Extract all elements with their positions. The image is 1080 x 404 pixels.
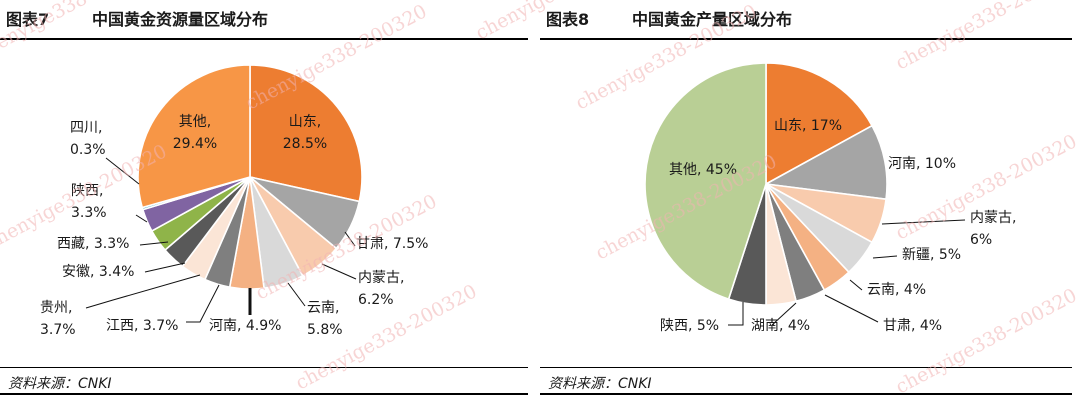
pie-slice-henan [763, 124, 888, 201]
leader-line-gansu [824, 294, 879, 323]
data-label-henan: 河南, 10% [888, 156, 956, 172]
leader-line-tibet [139, 241, 169, 246]
data-label-xinjiang: 新疆, 5% [902, 247, 961, 263]
chart-title: 中国黄金产量区域分布 [632, 10, 793, 29]
source-rule-top [0, 367, 528, 368]
leader-line-xinjiang [872, 255, 898, 259]
leader-line-guizhou [85, 274, 201, 309]
pie-labels: 山东, 17% 河南, 10% 内蒙古, 6% 新疆, 5% 云南, 4% 甘肃, 4% 湖南… [660, 118, 1016, 334]
title-rule [540, 38, 1072, 40]
figure-label: 图表8 [546, 10, 590, 29]
title-rule [0, 38, 528, 40]
pie-slice-shandong [249, 64, 363, 203]
pie-slices [644, 62, 888, 306]
data-label-yunnan: 云南, 4% [867, 282, 926, 298]
data-label-gansu: 甘肃, 7.5% [356, 236, 428, 252]
data-label-other: 其他, 45% [669, 162, 737, 178]
pie-slice-shandong [765, 62, 874, 186]
data-label-jiangxi: 江西, 3.7% [106, 318, 178, 334]
leader-line-inner-mongolia [321, 263, 357, 280]
data-label-inner-mongolia: 内蒙古, 6% [970, 210, 1016, 248]
data-label-shandong: 山东, 17% [774, 118, 842, 134]
leader-line-shaanxi [135, 214, 148, 223]
chart-title: 中国黄金资源量区域分布 [92, 10, 269, 29]
data-label-shaanxi: 陕西, 3.3% [71, 183, 107, 221]
source-rule-top [540, 367, 1072, 368]
leader-line-hunan [771, 302, 797, 326]
data-label-yunnan: 云南, 5.8% [307, 300, 343, 338]
leader-line-jiangxi [186, 284, 220, 323]
leader-line-shaanxi [728, 302, 744, 326]
data-label-gansu: 甘肃, 4% [883, 318, 942, 334]
data-label-other: 其他, 29.4% [173, 114, 217, 152]
data-label-shandong: 山东, 28.5% [283, 114, 327, 152]
figure-label: 图表7 [6, 10, 50, 29]
leader-line-gansu [344, 231, 356, 247]
leader-line-inner-mongolia [881, 219, 966, 225]
pie-slice-other [644, 62, 767, 301]
data-label-henan: 河南, 4.9% [209, 318, 281, 334]
source-note: 资料来源：CNKI [548, 376, 652, 392]
pie-labels: 山东, 28.5% 甘肃, 7.5% 内蒙古, 6.2% 云南, 5.8% 河南, 4.9% 江… [40, 114, 428, 338]
source-rule-bottom [0, 393, 528, 395]
left-figure-panel: 图表7 中国黄金资源量区域分布 山东, 28.5% 甘肃, 7.5% 内蒙古, 6.2%… [0, 0, 528, 404]
leader-line-yunnan [287, 282, 306, 307]
data-label-tibet: 西藏, 3.3% [57, 236, 129, 252]
pie-slices [137, 64, 363, 290]
leader-line-sichuan [105, 157, 140, 185]
right-figure-panel: 图表8 中国黄金产量区域分布 山东, 17% 河南, 10% 内蒙古, 6% 新疆, 5… [540, 0, 1072, 404]
data-label-guizhou: 贵州, 3.7% [40, 300, 76, 338]
source-rule-bottom [540, 393, 1072, 395]
resource-pie-chart: 山东, 28.5% 甘肃, 7.5% 内蒙古, 6.2% 云南, 5.8% 河南, 4.9% 江… [40, 64, 428, 338]
leader-line-anhui [144, 262, 186, 273]
data-label-hunan: 湖南, 4% [751, 318, 810, 334]
pie-slice-other [137, 64, 251, 209]
data-label-shaanxi: 陕西, 5% [660, 318, 719, 334]
data-label-anhui: 安徽, 3.4% [62, 264, 134, 280]
data-label-inner-mongolia: 内蒙古, 6.2% [358, 270, 404, 308]
source-note: 资料来源：CNKI [8, 376, 112, 392]
leader-line-yunnan [849, 279, 863, 291]
production-pie-chart: 山东, 17% 河南, 10% 内蒙古, 6% 新疆, 5% 云南, 4% 甘肃, 4% 湖南… [644, 62, 1016, 334]
data-label-sichuan: 四川, 0.3% [70, 120, 106, 158]
